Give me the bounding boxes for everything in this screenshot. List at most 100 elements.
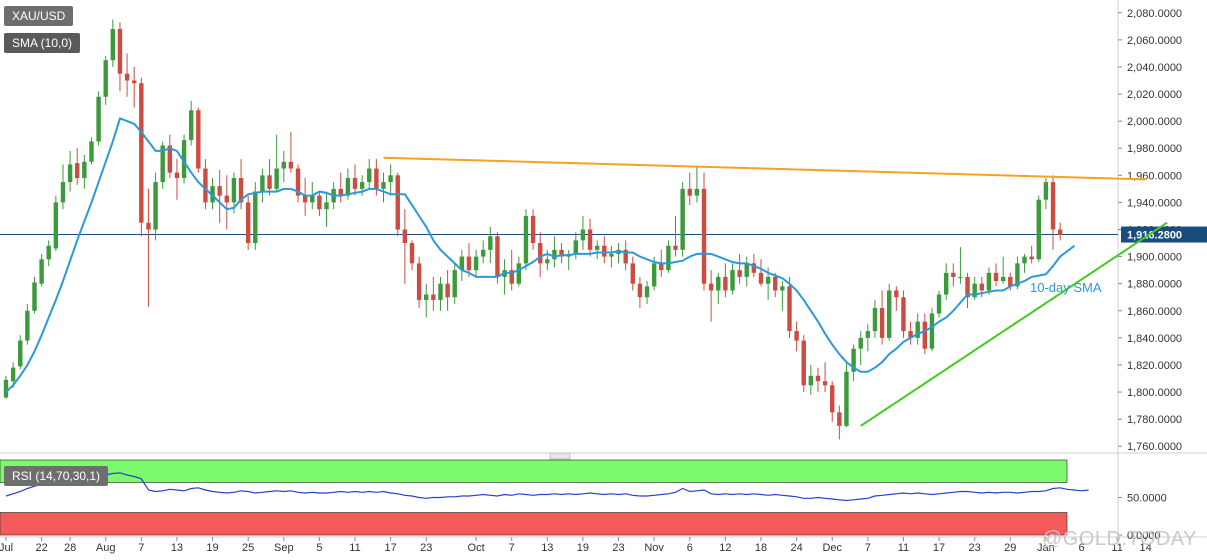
candle-body [994,273,998,281]
price-tick-label: 1,800.0000 [1127,387,1182,399]
candle-body [488,236,492,250]
price-tick-label: 1,980.0000 [1127,143,1182,155]
candle-body [552,250,556,259]
candle-body [396,175,400,229]
time-tick-label: 11 [349,542,360,554]
candle-body [873,308,877,331]
candle-body [545,259,549,263]
candle-body [1058,230,1062,235]
candle-body [652,263,656,286]
candle-body [759,273,763,284]
time-tick-label: 7 [865,542,871,554]
sma-legend-label[interactable]: SMA (10,0) [4,33,80,53]
candle-body [467,257,471,271]
candle-body [225,196,229,203]
candle-body [802,341,806,386]
time-tick-label: 24 [790,542,802,554]
symbol-label[interactable]: XAU/USD [4,6,73,26]
candle-body [1051,182,1055,229]
candle-body [267,175,271,189]
candle-body [923,322,927,349]
candle-body [18,341,22,367]
candle-body [111,29,115,60]
time-tick-label: 23 [420,542,432,554]
candle-body [730,270,734,290]
time-tick-label: Aug [96,542,116,554]
candle-body [937,295,941,314]
candle-body [538,243,542,263]
candle-body [75,163,79,178]
time-tick-label: 19 [206,542,218,554]
candle-body [324,202,328,209]
candle-body [253,192,257,243]
candle-body [118,29,122,74]
price-tick-label: 2,080.0000 [1127,8,1182,20]
candle-body [54,202,58,248]
candle-body [602,246,606,257]
time-tick-label: 12 [719,542,731,554]
candle-body [403,230,407,244]
candle-body [317,196,321,210]
candle-body [680,189,684,250]
candle-body [944,273,948,295]
candle-body [816,376,820,381]
time-tick-label: 17 [933,542,945,554]
candle-body [631,263,635,283]
rsi-legend-label[interactable]: RSI (14,70,30,1) [4,466,108,486]
time-tick-label: 11 [898,542,909,554]
candle-body [474,257,478,271]
sma-annotation: 10-day SMA [1030,280,1102,295]
candle-body [702,189,706,284]
candle-body [716,277,720,291]
support-trendline [861,223,1167,426]
candle-body [958,277,962,278]
price-tick-label: 1,900.0000 [1127,252,1182,264]
candle-body [203,169,207,203]
candle-body [104,60,108,97]
price-tick-label: 1,820.0000 [1127,360,1182,372]
candle-body [495,236,499,277]
time-tick-label: Nov [644,542,664,554]
time-tick-label: 7 [509,542,515,554]
candle-body [4,380,8,398]
time-tick-label: Jul [0,542,13,554]
price-tick-label: 2,020.0000 [1127,89,1182,101]
time-tick-label: 6 [687,542,693,554]
candle-body [823,381,827,385]
candle-body [424,295,428,300]
candle-body [1001,277,1005,281]
time-tick-label: 22 [35,542,47,554]
candle-body [695,189,699,196]
time-tick-label: 28 [64,542,76,554]
candle-body [830,385,834,412]
candle-body [374,169,378,189]
candle-body [517,263,521,283]
rsi-tick-label: 50.0000 [1127,493,1167,505]
candle-body [139,83,143,223]
price-tick-label: 1,760.0000 [1127,441,1182,453]
candle-body [980,284,984,291]
candle-body [11,368,15,382]
candle-body [47,246,51,260]
candle-body [431,295,435,300]
candle-body [417,263,421,300]
candle-body [1022,257,1026,264]
candle-body [32,282,36,310]
resistance-trendline [383,158,1145,180]
candle-body [68,164,72,182]
candle-body [745,263,749,277]
candle-body [196,110,200,168]
candle-body [89,141,93,161]
candle-body [410,243,414,263]
price-tick-label: 1,780.0000 [1127,414,1182,426]
candle-body [125,74,129,81]
candle-body [531,216,535,243]
candle-body [310,196,314,203]
candle-body [260,175,264,191]
candle-body [887,290,891,337]
candle-body [1037,200,1041,260]
candle-body [481,250,485,257]
pane-resize-handle [550,453,570,459]
time-tick-label: 19 [577,542,589,554]
